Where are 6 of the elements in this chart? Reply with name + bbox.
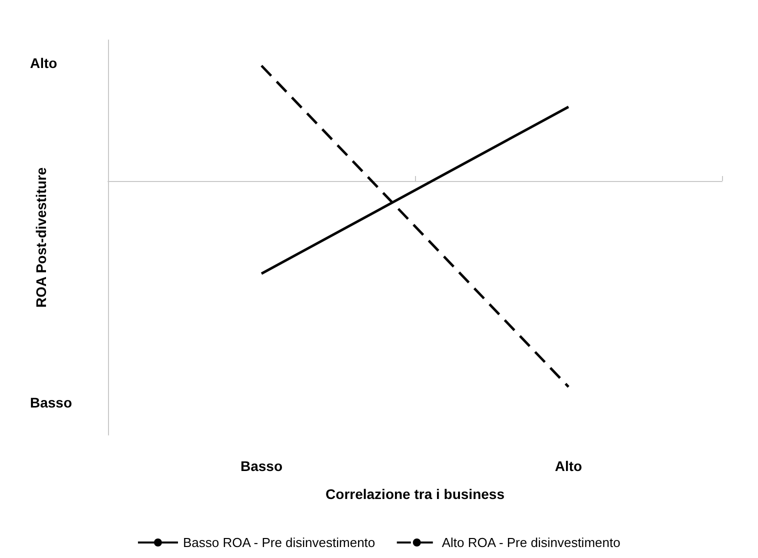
- text: Basso: [30, 394, 72, 410]
- x-axis-title: Correlazione tra i business: [326, 486, 505, 502]
- y-axis-title: ROA Post-divestiture: [33, 167, 49, 308]
- legend-label: Alto ROA - Pre disinvestimento: [442, 535, 620, 550]
- legend-label: Basso ROA - Pre disinvestimento: [182, 535, 376, 550]
- text: Alto: [30, 54, 58, 71]
